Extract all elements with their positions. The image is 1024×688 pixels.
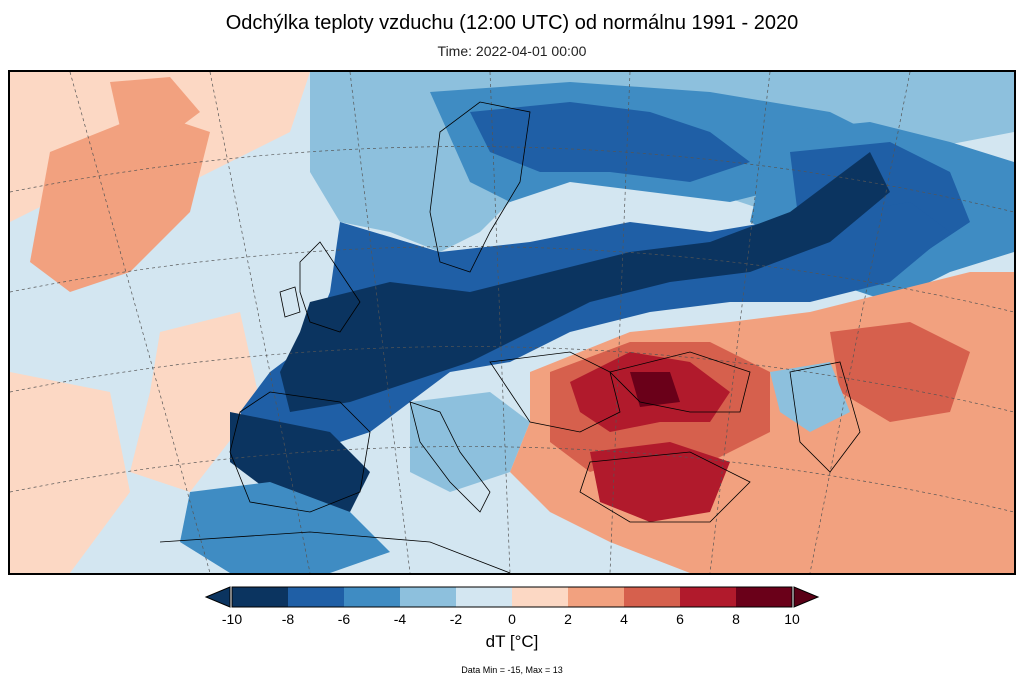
- colorbar-tick-label: -8: [281, 611, 295, 627]
- anomaly-region-minus4-africa: [180, 482, 390, 573]
- anomaly-region-plus8: [630, 372, 680, 407]
- anomaly-region-minus2-italy: [410, 392, 530, 492]
- anomaly-region-plus2-b: [110, 77, 200, 142]
- colorbar-bin: [288, 587, 344, 607]
- colorbar-bin: [568, 587, 624, 607]
- colorbar-bin: [456, 587, 512, 607]
- colorbar-tick-label: 4: [620, 611, 628, 627]
- colorbar-tick-label: -6: [337, 611, 351, 627]
- anomaly-region-plus0-b: [130, 312, 260, 492]
- colorbar: [204, 586, 820, 608]
- anomaly-region-plus6-turkey: [590, 442, 730, 522]
- colorbar-tick-label: -4: [393, 611, 407, 627]
- anomaly-region-plus2: [30, 112, 210, 292]
- colorbar-tick-label: 6: [676, 611, 684, 627]
- anomaly-region-minus8-central: [280, 152, 890, 412]
- colorbar-over-arrow: [793, 586, 820, 608]
- anomaly-region-plus4-caspian: [830, 322, 970, 422]
- colorbar-bin: [344, 587, 400, 607]
- colorbar-tick-label: 10: [784, 611, 800, 627]
- colorbar-label: dT [°C]: [485, 632, 539, 651]
- colorbar-under-arrow: [204, 586, 231, 608]
- anomaly-region-plus0-c: [10, 372, 130, 573]
- map-subtitle: Time: 2022-04-01 00:00: [437, 43, 587, 59]
- colorbar-tick-label: -10: [221, 611, 243, 627]
- colorbar-bin: [736, 587, 792, 607]
- anomaly-region-minus2-caspian: [770, 362, 850, 432]
- map-coastlines: [159, 101, 861, 573]
- colorbar-tick-label: 0: [508, 611, 516, 627]
- colorbar-bin: [680, 587, 736, 607]
- map-canvas: [10, 72, 1014, 573]
- colorbar-tick-label: 8: [732, 611, 740, 627]
- colorbar-frame: [231, 586, 793, 608]
- anomaly-map: [8, 70, 1016, 575]
- colorbar-tick-label: 2: [564, 611, 572, 627]
- anomaly-region-minus6-north: [470, 102, 750, 182]
- colorbar-bin: [624, 587, 680, 607]
- data-min-max-note: Data Min = -15, Max = 13: [461, 665, 563, 675]
- colorbar-bin: [232, 587, 288, 607]
- map-title: Odchýlka teploty vzduchu (12:00 UTC) od …: [225, 12, 799, 34]
- colorbar-tick-label: -2: [449, 611, 463, 627]
- map-graticule: [10, 72, 1014, 573]
- colorbar-bin: [400, 587, 456, 607]
- anomaly-region-minus6-central: [240, 202, 950, 452]
- colorbar-bin: [512, 587, 568, 607]
